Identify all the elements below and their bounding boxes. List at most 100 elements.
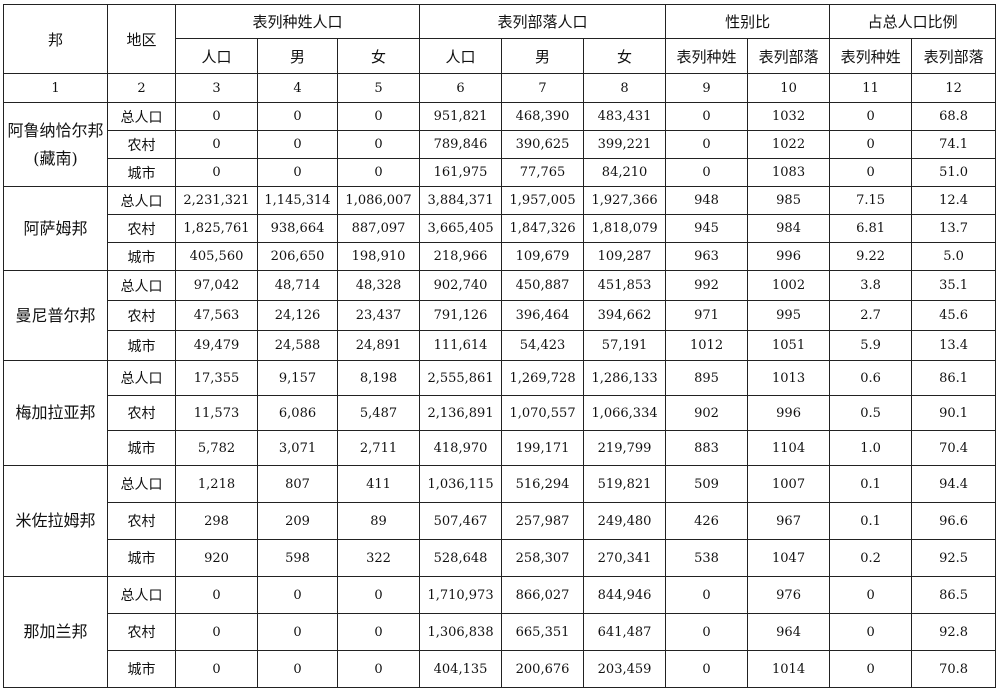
value-cell: 0 (257, 576, 338, 614)
value-cell: 0 (665, 650, 749, 688)
subheader-cell: 表列种姓 (665, 38, 749, 74)
value-cell: 0 (175, 158, 258, 187)
value-cell: 411 (336, 465, 421, 503)
table-row: 阿萨姆邦 总人口 2,231,321 1,145,314 1,086,007 3,884,… (3, 186, 997, 271)
value-cell: 519,821 (583, 465, 667, 503)
header-group-st: 表列部落人口 (419, 4, 667, 39)
value-cell: 951,821 (419, 102, 503, 131)
region-cell: 农村 (107, 130, 176, 159)
value-cell: 74.1 (911, 130, 997, 159)
value-cell: 48,328 (336, 270, 421, 301)
value-cell: 11,573 (175, 395, 258, 431)
value-cell: 5.9 (829, 330, 913, 361)
value-cell: 7.15 (829, 186, 913, 215)
value-cell: 516,294 (501, 465, 585, 503)
value-cell: 967 (747, 502, 831, 540)
table-row: 梅加拉亚邦 总人口 17,355 9,157 8,198 2,555,861 1,269,7… (3, 360, 997, 466)
value-cell: 996 (747, 242, 831, 271)
value-cell: 2,555,861 (419, 360, 503, 396)
value-cell: 9.22 (829, 242, 913, 271)
value-cell: 1.0 (829, 430, 913, 466)
value-cell: 3.8 (829, 270, 913, 301)
value-cell: 92.8 (911, 613, 997, 651)
value-cell: 964 (747, 613, 831, 651)
value-cell: 0.6 (829, 360, 913, 396)
table-row: 农村 47,563 24,126 23,437 791,126 396,464 394,66… (4, 300, 997, 331)
value-cell: 45.6 (911, 300, 997, 331)
value-cell: 3,665,405 (419, 214, 503, 243)
value-cell: 0.1 (829, 502, 913, 540)
value-cell: 249,480 (583, 502, 667, 540)
value-cell: 1083 (747, 158, 831, 187)
value-cell: 24,588 (257, 330, 338, 361)
value-cell: 35.1 (911, 270, 997, 301)
value-cell: 0 (257, 130, 338, 159)
column-number: 2 (107, 73, 176, 103)
value-cell: 96.6 (911, 502, 997, 540)
table-row: 城市 49,479 24,588 24,891 111,614 54,423 57,191 1… (4, 330, 997, 361)
value-cell: 77,765 (501, 158, 585, 187)
subheader-cell: 女 (583, 38, 667, 74)
region-cell: 城市 (107, 242, 176, 271)
value-cell: 13.4 (911, 330, 997, 361)
value-cell: 1104 (747, 430, 831, 466)
value-cell: 24,126 (257, 300, 338, 331)
value-cell: 0 (665, 130, 749, 159)
value-cell: 203,459 (583, 650, 667, 688)
subheader-cell: 表列部落 (911, 38, 997, 74)
value-cell: 97,042 (175, 270, 258, 301)
value-cell: 47,563 (175, 300, 258, 331)
table-row: 那加兰邦 总人口 0 0 0 1,710,973 866,027 844,946 0 976 0 86… (3, 576, 997, 688)
subheader-cell: 人口 (419, 38, 503, 74)
state-name-cell: 米佐拉姆邦 (3, 465, 108, 577)
value-cell: 394,662 (583, 300, 667, 331)
value-cell: 258,307 (501, 539, 585, 577)
value-cell: 198,910 (336, 242, 421, 271)
value-cell: 86.1 (911, 360, 997, 396)
value-cell: 6,086 (257, 395, 338, 431)
value-cell: 883 (665, 430, 749, 466)
table-row: 农村 11,573 6,086 5,487 2,136,891 1,070,557 1,06… (4, 395, 997, 431)
value-cell: 976 (747, 576, 831, 614)
value-cell: 405,560 (175, 242, 258, 271)
value-cell: 948 (665, 186, 749, 215)
header-group-ratio: 性别比 (665, 4, 831, 39)
value-cell: 68.8 (911, 102, 997, 131)
value-cell: 1047 (747, 539, 831, 577)
value-cell: 963 (665, 242, 749, 271)
value-cell: 0 (665, 576, 749, 614)
value-cell: 866,027 (501, 576, 585, 614)
value-cell: 161,975 (419, 158, 503, 187)
value-cell: 5.0 (911, 242, 997, 271)
value-cell: 1,286,133 (583, 360, 667, 396)
value-cell: 0 (336, 130, 421, 159)
value-cell: 2.7 (829, 300, 913, 331)
value-cell: 0 (175, 650, 258, 688)
value-cell: 0 (829, 130, 913, 159)
column-number-row: 1 2 3 4 5 6 7 8 9 10 11 12 (3, 73, 997, 103)
value-cell: 257,987 (501, 502, 585, 540)
value-cell: 0 (829, 576, 913, 614)
value-cell: 1,070,557 (501, 395, 585, 431)
value-cell: 468,390 (501, 102, 585, 131)
value-cell: 199,171 (501, 430, 585, 466)
value-cell: 0 (175, 130, 258, 159)
value-cell: 0 (175, 613, 258, 651)
region-cell: 城市 (107, 430, 176, 466)
value-cell: 984 (747, 214, 831, 243)
value-cell: 206,650 (257, 242, 338, 271)
value-cell: 218,966 (419, 242, 503, 271)
value-cell: 70.8 (911, 650, 997, 688)
value-cell: 985 (747, 186, 831, 215)
table-row: 农村 1,825,761 938,664 887,097 3,665,405 1,847,… (4, 214, 997, 243)
value-cell: 598 (257, 539, 338, 577)
value-cell: 51.0 (911, 158, 997, 187)
value-cell: 0 (829, 102, 913, 131)
value-cell: 0 (665, 613, 749, 651)
column-number: 11 (829, 73, 913, 103)
header-state: 邦 (3, 4, 108, 74)
value-cell: 1,036,115 (419, 465, 503, 503)
value-cell: 2,711 (336, 430, 421, 466)
state-name-cell: 阿鲁纳恰尔邦(藏南) (3, 102, 108, 187)
value-cell: 1014 (747, 650, 831, 688)
